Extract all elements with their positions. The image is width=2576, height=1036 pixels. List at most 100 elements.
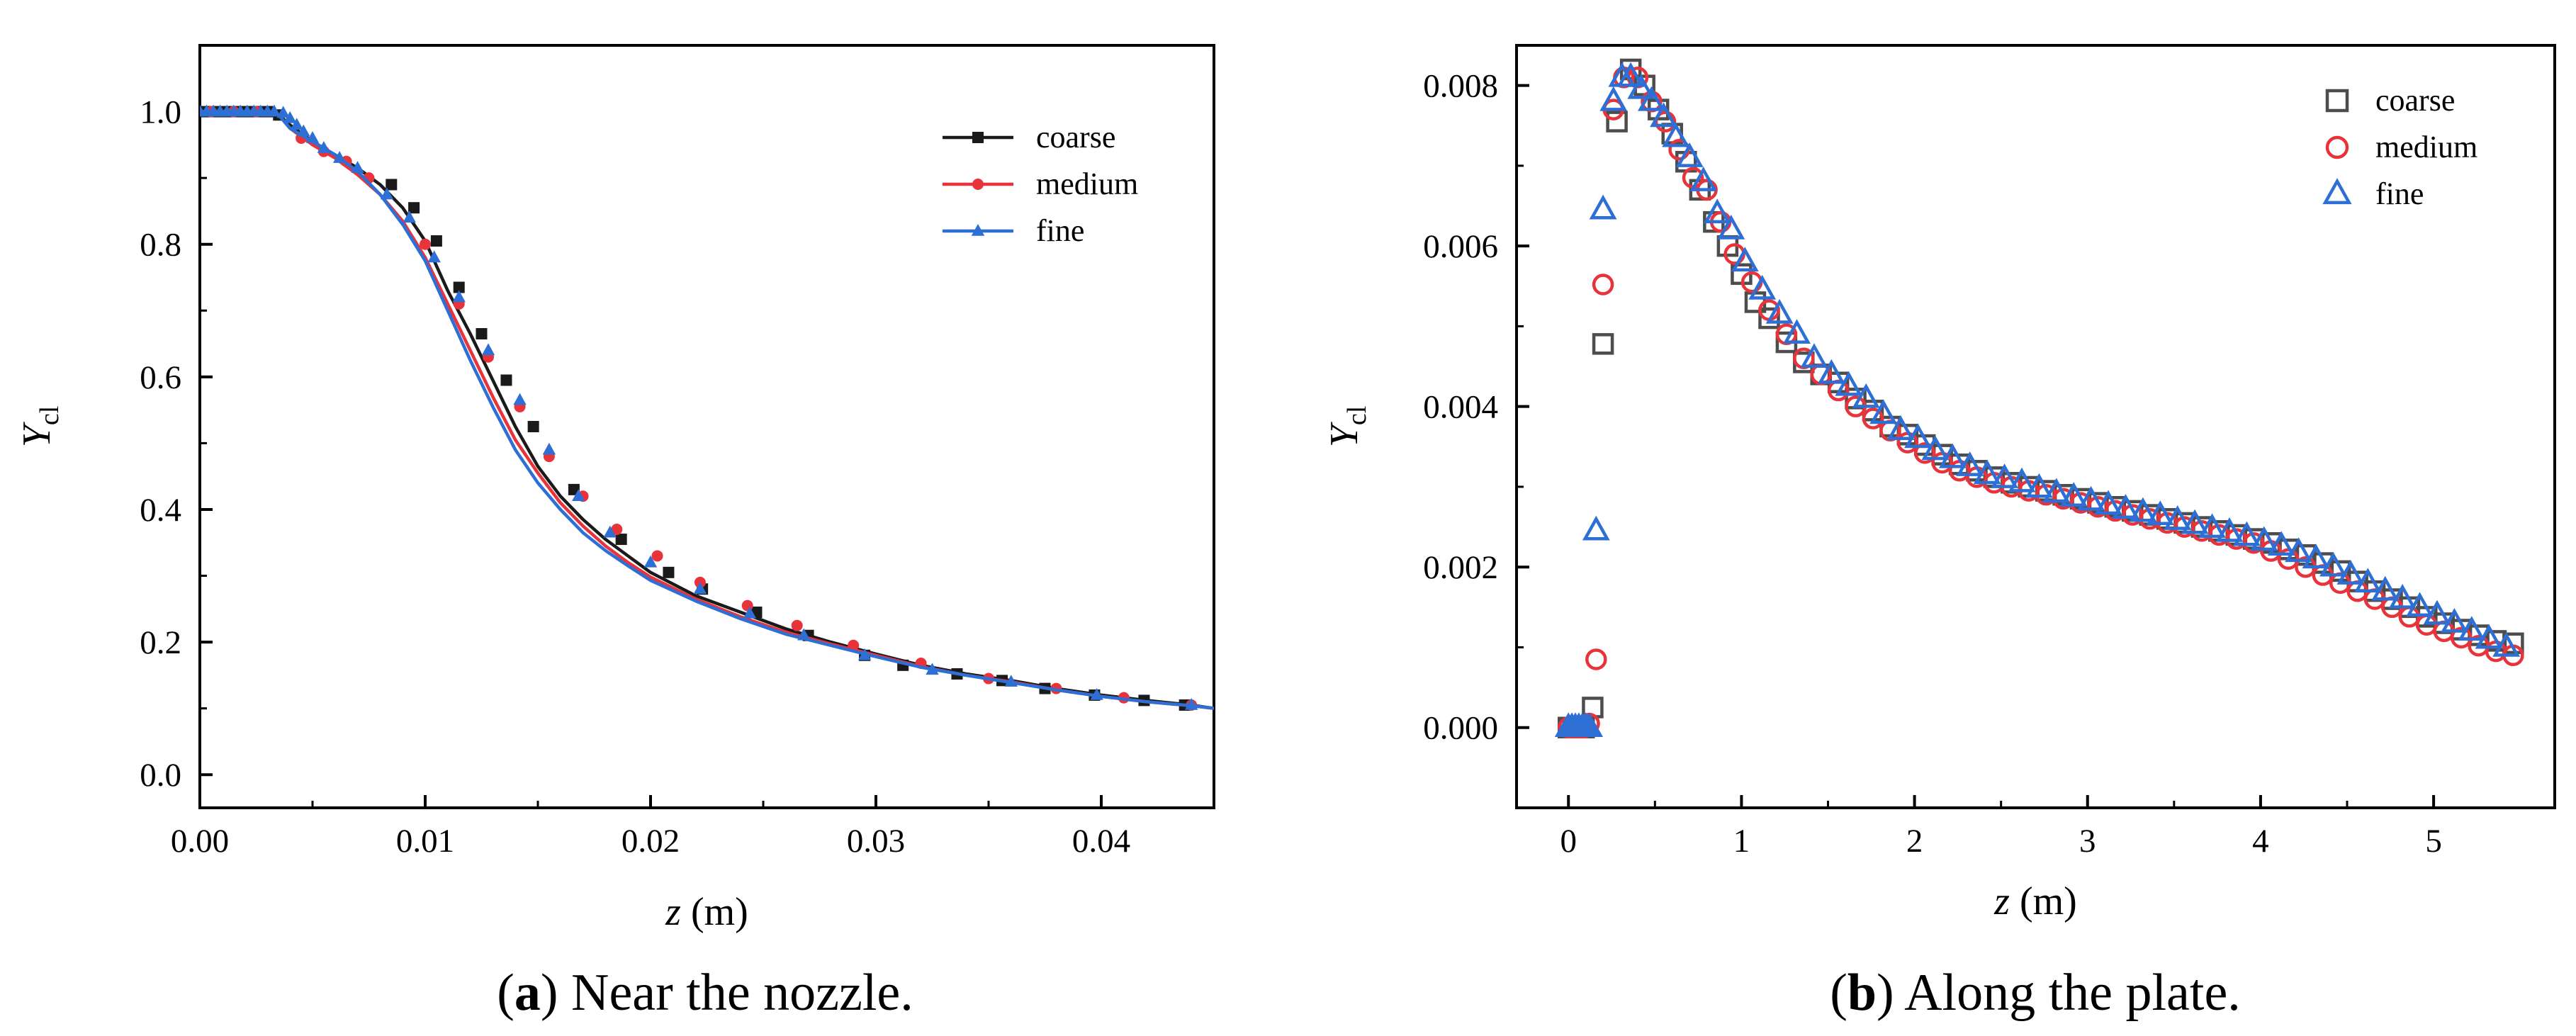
series-fine-point xyxy=(743,606,757,619)
series-fine-point xyxy=(1748,274,1777,300)
x-tick-label: 0.03 xyxy=(847,823,905,860)
series-fine-point xyxy=(1731,247,1759,272)
series-fine-point xyxy=(2077,485,2105,511)
series-fine-point xyxy=(1575,712,1603,738)
panel-caption: (b) Along the plate. xyxy=(1830,964,2241,1022)
series-fine-point xyxy=(2267,531,2295,556)
series-medium-point xyxy=(791,619,803,631)
caption-text: ) Near the nozzle. xyxy=(541,964,913,1022)
series-fine-point xyxy=(926,663,939,675)
y-tick-label: 0.002 xyxy=(1423,549,1498,586)
caption-letter: a xyxy=(514,964,541,1022)
series-fine-point xyxy=(290,118,303,130)
series-fine-point xyxy=(2353,568,2382,593)
series-fine-point xyxy=(2440,607,2468,633)
series-fine-point xyxy=(1638,86,1665,111)
series-fine-point xyxy=(1886,415,1915,440)
series-fine-point xyxy=(317,141,331,153)
series-fine-point xyxy=(2181,509,2209,534)
series-fine-point xyxy=(276,106,290,118)
x-tick-label: 0.00 xyxy=(171,823,229,860)
y-tick-label: 0.0 xyxy=(140,757,181,794)
series-fine-point xyxy=(1991,463,2018,488)
x-tick-label: 1 xyxy=(1733,823,1750,860)
series-fine-point xyxy=(1869,399,1898,424)
series-fine-point xyxy=(1090,687,1103,700)
series-fine-point xyxy=(452,290,466,303)
x-tick-label: 0.02 xyxy=(621,823,680,860)
series-coarse-point xyxy=(663,566,675,578)
series-fine-point xyxy=(1921,435,1950,461)
x-axis-label-var: z xyxy=(1993,879,2010,923)
series-fine-point xyxy=(643,555,658,568)
plot-frame xyxy=(198,44,1215,809)
series-medium-point xyxy=(611,524,623,536)
series-fine-point xyxy=(572,489,585,502)
x-tick-label: 2 xyxy=(1906,823,1923,860)
series-fine-point xyxy=(2371,575,2400,601)
series-fine-point xyxy=(200,104,207,117)
series-medium-point xyxy=(1913,442,1936,464)
series-coarse-point xyxy=(408,202,420,214)
y-tick-label: 0.2 xyxy=(140,624,181,661)
series-fine-point xyxy=(693,582,707,595)
series-fine-point xyxy=(1650,102,1677,128)
series-medium-point xyxy=(651,550,663,562)
x-tick-label: 0.04 xyxy=(1072,823,1130,860)
series-fine-point xyxy=(2215,517,2244,542)
y-tick-label: 1.0 xyxy=(140,94,181,131)
y-tick-label: 0.4 xyxy=(140,492,181,529)
series-fine-point xyxy=(1703,198,1731,224)
series-fine-point xyxy=(305,130,320,143)
series-fine-point xyxy=(1582,515,1610,541)
series-fine-point xyxy=(2492,631,2521,657)
series-fine-point xyxy=(2094,490,2122,515)
series-fine-point xyxy=(1835,371,1863,396)
series-fine-point xyxy=(2042,478,2071,503)
y-axis-label-sub: cl xyxy=(1342,406,1372,425)
legend-label-medium: medium xyxy=(1036,167,1138,201)
series-fine-point xyxy=(2406,592,2434,617)
series-fine-point xyxy=(2475,624,2503,649)
legend-label-medium: medium xyxy=(2375,130,2477,164)
series-medium-point xyxy=(420,238,431,250)
legend-marker-medium xyxy=(972,179,984,190)
series-fine-point xyxy=(797,628,811,641)
plot-frame xyxy=(1515,44,2556,809)
series-coarse-point xyxy=(1606,111,1628,133)
series-fine-point xyxy=(2458,616,2486,641)
series-coarse-point xyxy=(430,235,442,247)
y-axis-label: Ycl xyxy=(15,406,64,448)
series-fine-point xyxy=(283,111,297,123)
series-fine-point xyxy=(2008,467,2036,492)
caption-open-paren: ( xyxy=(1830,964,1847,1022)
series-coarse-point xyxy=(476,328,488,340)
x-tick-label: 5 xyxy=(2425,823,2442,860)
series-fine-point xyxy=(1904,423,1932,449)
y-axis-label-var: Y xyxy=(1322,421,1366,447)
series-coarse-point xyxy=(386,179,398,191)
series-fine-point xyxy=(2388,583,2417,609)
legend-label-coarse: coarse xyxy=(1036,120,1115,154)
y-tick-label: 0.000 xyxy=(1423,710,1498,747)
series-fine-point xyxy=(2198,513,2226,539)
panel-caption: (a) Near the nozzle. xyxy=(497,964,913,1022)
series-medium-point xyxy=(1862,407,1884,429)
series-fine-point xyxy=(1004,675,1018,687)
series-coarse-point xyxy=(500,374,512,386)
series-fine-point xyxy=(2232,521,2261,546)
series-fine-point xyxy=(1675,142,1704,167)
series-fine-point xyxy=(2423,599,2451,625)
series-fine-point xyxy=(1662,122,1690,147)
series-fine-line xyxy=(200,110,1214,710)
x-axis-label: z (m) xyxy=(1993,879,2077,923)
series-fine-point xyxy=(481,343,495,356)
series-fine-point xyxy=(332,151,347,163)
series-fine-point xyxy=(380,187,394,200)
legend-marker-fine xyxy=(2322,178,2352,205)
x-axis-label-unit: (m) xyxy=(2010,879,2077,923)
series-fine-point xyxy=(1616,62,1645,87)
series-medium-point xyxy=(741,599,753,612)
series-coarse-point xyxy=(1592,333,1614,355)
legend-marker-coarse xyxy=(2325,89,2349,113)
